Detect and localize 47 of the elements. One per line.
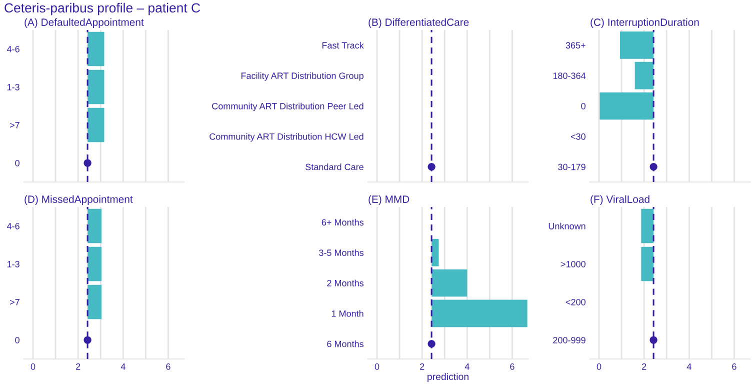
- x-tick-label: 6: [732, 363, 736, 370]
- x-tick-label: 0: [596, 363, 602, 370]
- x-tick-label: 4: [686, 364, 692, 370]
- x-tick-label: 4: [120, 364, 126, 370]
- y-tick-label: Community ART Distribution HCW Led: [210, 133, 364, 142]
- x-tick-label: 4: [464, 364, 470, 370]
- x-tick-label: 2: [420, 363, 424, 370]
- chart-title: (D) MissedAppointment: [24, 195, 133, 205]
- chart-title: (C) InterruptionDuration: [590, 18, 699, 28]
- y-tick-label: Unknown: [548, 222, 586, 230]
- y-tick-label: 1-3: [7, 260, 20, 268]
- x-axis-title: prediction: [428, 372, 468, 382]
- x-tick-label: 6: [166, 363, 170, 370]
- chart-title: (F) ViralLoad: [590, 195, 650, 205]
- y-tick-label: <30: [570, 133, 586, 140]
- y-tick-label: >1000: [560, 260, 586, 268]
- y-tick-label: 180-364: [553, 72, 586, 79]
- x-tick-label: 0: [30, 363, 36, 370]
- x-tick-label: 6: [510, 363, 514, 370]
- y-tick-label: Standard Care: [306, 164, 364, 170]
- y-tick-label: >7: [10, 299, 20, 306]
- y-tick-label: 2 Months: [327, 280, 364, 286]
- y-tick-label: 4-6: [6, 46, 20, 52]
- x-tick-label: 2: [76, 363, 80, 370]
- chart-title: (B) DifferentiatedCare: [368, 18, 469, 28]
- y-tick-label: 6 Months: [327, 340, 364, 348]
- chart-title: (A) DefaultedAppointment: [24, 18, 144, 28]
- y-tick-label: 1-3: [7, 84, 20, 90]
- y-tick-label: 0: [15, 336, 20, 344]
- y-tick-label: 6+ Months: [322, 218, 364, 226]
- text: Ceteris-paribus profile – patient C: [4, 2, 200, 16]
- y-tick-label: 0: [15, 160, 20, 166]
- chart-title: (E) MMD: [368, 195, 410, 205]
- y-tick-label: 200-999: [553, 336, 586, 344]
- y-tick-label: 30-179: [558, 164, 586, 170]
- y-tick-label: 1 Month: [332, 310, 364, 317]
- x-tick-label: 2: [642, 363, 646, 370]
- y-tick-label: 3-5 Months: [319, 249, 364, 256]
- y-tick-label: Facility ART Distribution Group: [241, 72, 364, 81]
- x-tick-label: 0: [374, 363, 380, 370]
- y-tick-label: 0: [581, 102, 586, 110]
- y-tick-label: <200: [566, 298, 586, 306]
- y-tick-label: Fast Track: [322, 42, 364, 49]
- y-tick-label: >7: [10, 122, 20, 128]
- y-tick-label: 4-6: [6, 222, 20, 230]
- y-tick-label: 365+: [566, 42, 586, 49]
- y-tick-label: Community ART Distribution Peer Led: [212, 102, 364, 112]
